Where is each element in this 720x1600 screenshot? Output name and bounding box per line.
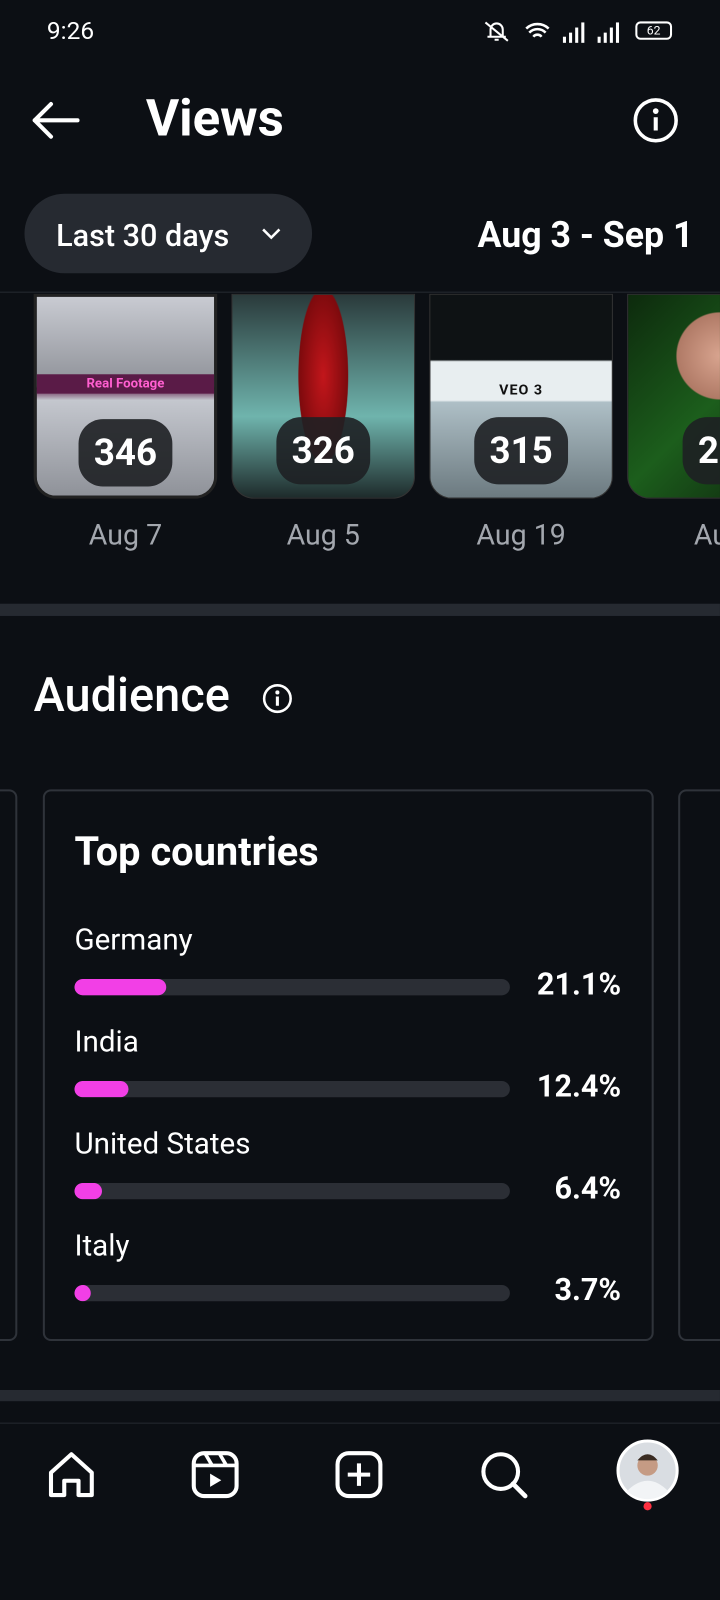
percent-label: 6.4%	[554, 1170, 622, 1207]
overlay-text: Real Footage	[36, 374, 215, 394]
content-thumbnail[interactable]: 326	[231, 293, 416, 499]
percent-label: 3.7%	[554, 1272, 622, 1309]
bar-track	[74, 1080, 510, 1098]
bar-track	[74, 1182, 510, 1200]
view-count: 315	[474, 417, 569, 485]
view-count: 346	[78, 419, 173, 487]
content-thumbnail[interactable]: Real Footage 346	[33, 293, 218, 499]
percent-label: 21.1%	[536, 966, 622, 1003]
prev-card[interactable]	[0, 789, 18, 1342]
nav-reels[interactable]	[185, 1444, 246, 1505]
bottom-nav	[0, 1422, 720, 1600]
audience-info[interactable]	[261, 682, 294, 715]
card-title: Top countries	[74, 828, 319, 875]
period-label: Last 30 days	[56, 218, 230, 254]
section-separator	[0, 603, 720, 616]
nav-home[interactable]	[41, 1444, 102, 1505]
section-separator	[0, 1389, 720, 1402]
section-title: Audience	[33, 667, 230, 724]
bar-fill	[74, 1080, 129, 1098]
nav-profile[interactable]	[615, 1438, 680, 1511]
back-button[interactable]	[31, 100, 82, 141]
date-range: Aug 3 - Sep 1	[477, 214, 694, 256]
content-thumbnail[interactable]: 28	[627, 293, 720, 499]
percent-label: 12.4%	[536, 1068, 622, 1105]
post-date: Aug 7	[88, 518, 163, 552]
country-name: Germany	[74, 922, 193, 958]
bar-track	[74, 1284, 510, 1302]
bar-track	[74, 979, 510, 996]
content-thumbnail[interactable]: VEO 3 315	[429, 293, 613, 499]
top-content-strip: Real Footage 346 Aug 7 326 Aug 5 VEO 3 315 Aug …	[0, 293, 720, 569]
divider	[0, 291, 720, 293]
overlay-text: VEO 3	[499, 382, 544, 399]
country-name: India	[74, 1024, 139, 1060]
view-count: 28	[682, 417, 720, 485]
period-dropdown[interactable]: Last 30 days	[24, 193, 313, 274]
nav-search[interactable]	[473, 1444, 534, 1505]
nav-create[interactable]	[328, 1444, 389, 1505]
top-countries-card	[42, 789, 654, 1342]
country-name: United States	[74, 1126, 251, 1162]
status-time: 9:26	[46, 16, 95, 45]
chevron	[262, 228, 281, 240]
country-name: Italy	[74, 1228, 130, 1264]
bar-fill	[74, 979, 167, 996]
page-title: Views	[145, 89, 284, 149]
post-date: Aug 5	[286, 518, 360, 552]
bar-fill	[74, 1284, 91, 1302]
post-date: Aug	[693, 518, 720, 552]
view-count: 326	[276, 417, 371, 485]
battery: 62	[635, 21, 673, 40]
info-button[interactable]	[631, 96, 680, 145]
next-card[interactable]	[678, 789, 720, 1342]
post-date: Aug 19	[476, 518, 566, 552]
bar-fill	[74, 1182, 103, 1200]
status-icons	[484, 21, 620, 43]
